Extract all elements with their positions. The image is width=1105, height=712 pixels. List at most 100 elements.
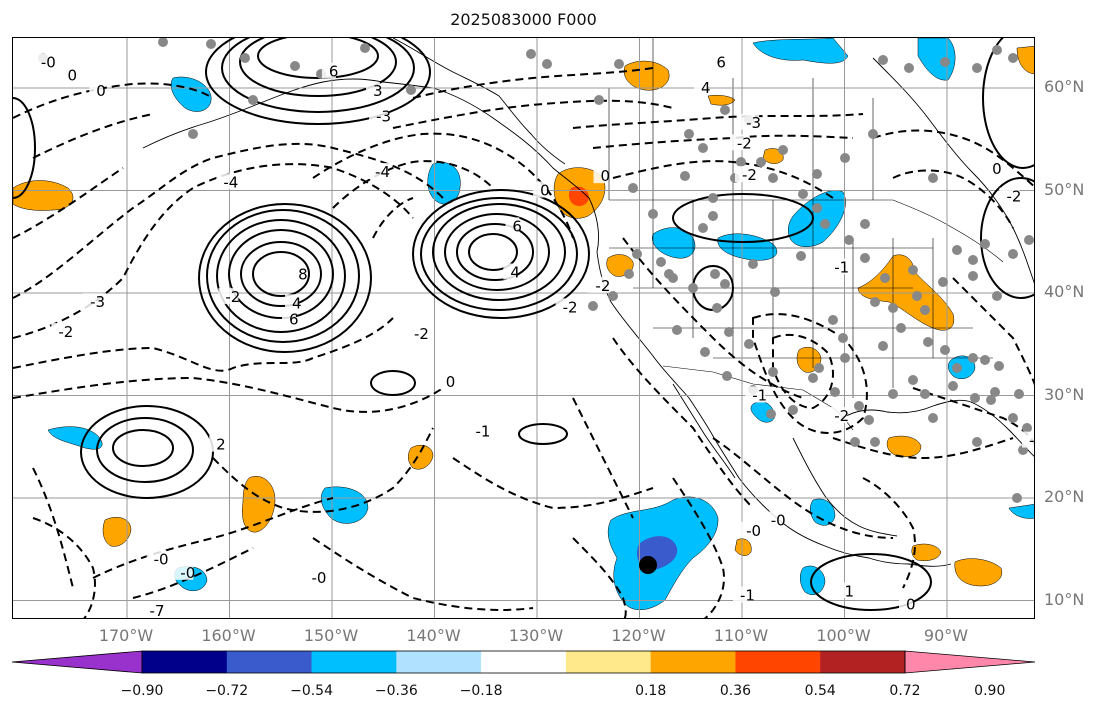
station-dot: [608, 291, 618, 301]
shade-negative-region: [810, 498, 836, 526]
mexico-coastline: [792, 437, 898, 537]
station-dot: [980, 355, 990, 365]
longitude-label: 160°W: [201, 626, 256, 645]
shade-negative-region: [427, 162, 461, 205]
positive-contour-high-north: [205, 38, 431, 125]
contour-label-background: [291, 265, 306, 282]
station-dot: [684, 129, 694, 139]
contour-label-background: [588, 276, 609, 293]
negative-contour: [772, 333, 834, 410]
shade-positive-region: [707, 94, 736, 106]
station-dot: [1024, 235, 1034, 245]
station-dot: [860, 253, 870, 263]
colorbar-segment: [311, 651, 397, 673]
negative-contour: [32, 517, 96, 618]
station-dot: [248, 95, 258, 105]
station-dot: [406, 85, 416, 95]
station-dot: [1008, 249, 1018, 259]
contour-label-background: [999, 187, 1020, 204]
negative-contour: [132, 547, 254, 599]
station-dot: [1014, 389, 1024, 399]
station-dot: [992, 291, 1002, 301]
longitude-label: 150°W: [303, 626, 359, 645]
negative-contour: [32, 467, 74, 589]
contour-label-background: [827, 258, 848, 275]
station-dot: [990, 387, 1000, 397]
contour-label: 0: [906, 596, 916, 614]
longitude-label: 100°W: [816, 626, 871, 645]
station-dot: [854, 401, 864, 411]
contour-label: 6: [512, 217, 522, 235]
contour-label-background: [281, 310, 296, 327]
negative-contour: [13, 142, 444, 299]
contour-label-background: [694, 79, 708, 95]
station-dot: [700, 347, 710, 357]
station-dot: [756, 157, 766, 167]
station-dot: [206, 39, 216, 49]
negative-contour: [412, 67, 654, 99]
station-dot: [698, 143, 708, 153]
contour-label-background: [503, 263, 518, 280]
contour-label-background: [368, 163, 389, 180]
station-dot: [860, 219, 870, 229]
colorbar-tick-label: −0.36: [374, 683, 418, 699]
canada-coastline: [498, 95, 566, 165]
longitude-label: 130°W: [508, 626, 564, 645]
station-dot: [968, 271, 978, 281]
colorbar-segment: [735, 651, 821, 673]
contour-label: 8: [298, 266, 308, 284]
negative-contour: [332, 160, 494, 209]
longitude-label: 90°W: [923, 626, 969, 645]
station-dot: [778, 145, 788, 155]
contour-label-background: [173, 563, 194, 580]
shade-positive-region: [623, 60, 670, 91]
contour-label-background: [732, 586, 753, 603]
negative-contour: [612, 160, 834, 199]
station-dot: [870, 297, 880, 307]
latitude-label: 40°N: [1044, 282, 1085, 301]
colorbar: [11, 650, 1036, 674]
station-dot: [968, 353, 978, 363]
longitude-label: 170°W: [98, 626, 154, 645]
baja-coastline: [672, 383, 736, 479]
station-dot: [812, 169, 822, 179]
station-dot: [920, 389, 930, 399]
contour-label: 0: [96, 82, 106, 100]
negative-contour: [212, 427, 434, 513]
contour-label-background: [438, 373, 453, 390]
contour-label: -2: [834, 407, 849, 425]
shade-negative-region: [752, 38, 849, 64]
colorbar-tick-label: −0.90: [120, 683, 164, 699]
station-dot: [1022, 423, 1032, 433]
negative-contour: [952, 277, 1034, 386]
contour-label-background: [739, 521, 760, 538]
station-dot: [828, 315, 838, 325]
station-dot: [948, 381, 958, 391]
contour-label: -7: [150, 602, 165, 619]
station-dot: [912, 291, 922, 301]
latitude-label: 10°N: [1044, 589, 1085, 609]
station-dot: [820, 219, 830, 229]
station-dot: [688, 283, 698, 293]
station-dot: [908, 265, 918, 275]
station-dot: [766, 409, 776, 419]
contour-label: -2: [595, 277, 610, 295]
shade-negative-region: [47, 426, 103, 450]
station-dot: [880, 273, 890, 283]
negative-contour: [572, 397, 634, 519]
contour-label: 6: [289, 311, 299, 329]
contour-label-background: [369, 107, 390, 124]
station-dot: [952, 245, 962, 255]
shade-negative-region: [917, 38, 956, 81]
negative-contour: [392, 99, 674, 129]
station-dot: [736, 157, 746, 167]
station-dot: [360, 43, 370, 53]
station-dot: [1012, 493, 1022, 503]
negative-contour: [832, 437, 1014, 460]
shade-negative-region: [652, 227, 696, 259]
negative-contour: [872, 129, 1034, 188]
station-dot: [928, 413, 938, 423]
colorbar-tick-label: 0.18: [635, 683, 667, 699]
station-dot: [870, 437, 880, 447]
shade-negative-region: [787, 190, 846, 248]
